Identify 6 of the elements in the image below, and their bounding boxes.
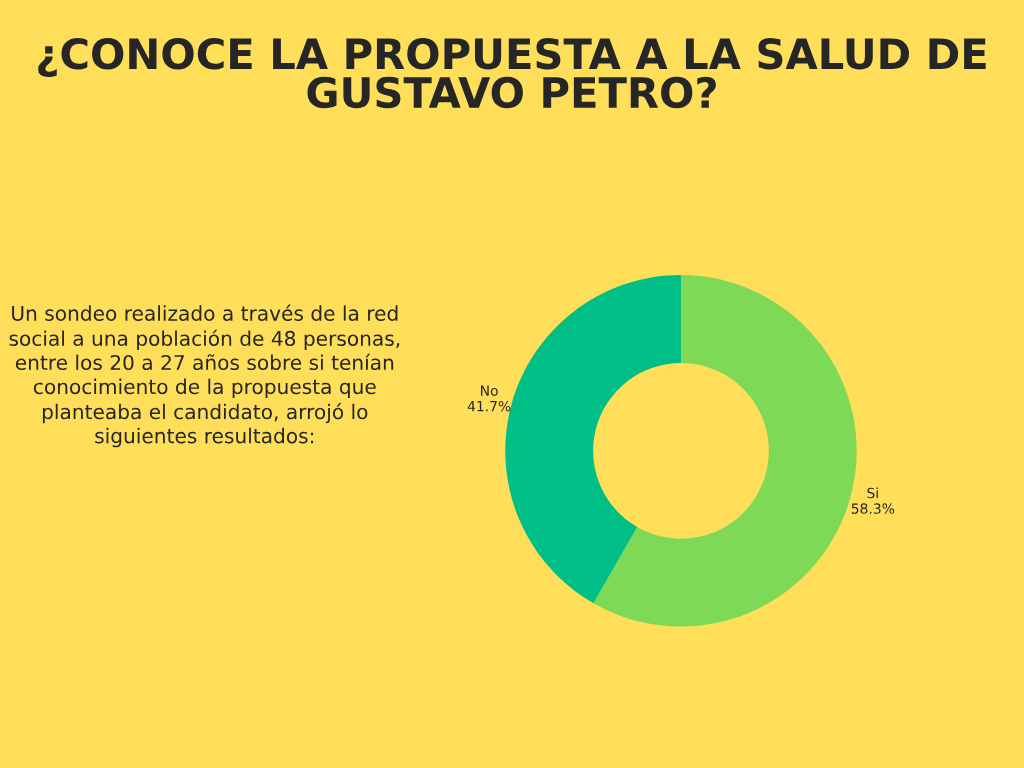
chart-title: ¿CONOCE LA PROPUESTA A LA SALUD DE GUSTAVO PETRO? (38, 38, 986, 109)
data-label: 41.7% (467, 400, 511, 412)
slice-label: No (481, 385, 498, 396)
text: Un sondeo realizado a través de la red social a una población de 48 personas, entre los 20 a 27 años sobre si tenían conocimiento de la propuesta que planteaba el candidato, arrojó lo siguientes resultados: (9, 304, 400, 448)
slice-label: Si (867, 487, 878, 499)
data-label: 58.3% (851, 503, 895, 514)
